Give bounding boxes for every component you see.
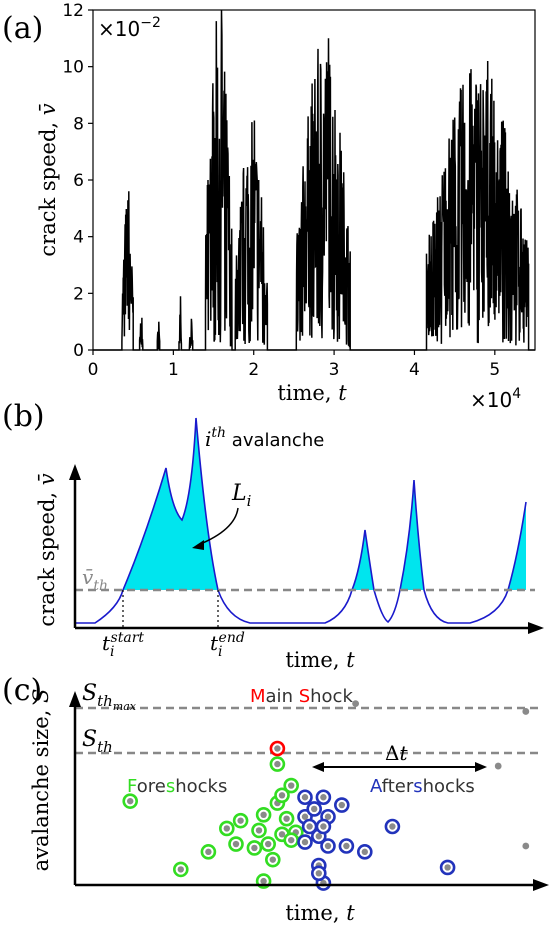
aftershock-point-core bbox=[444, 864, 451, 871]
panel-b-y-label: crack speed, v̄ bbox=[35, 473, 59, 626]
foreshock-point-core bbox=[260, 811, 267, 818]
threshold-label: v̄th bbox=[82, 565, 108, 594]
delta-t-arrow-right bbox=[475, 762, 487, 772]
panel-c-points bbox=[122, 700, 530, 891]
panel-a-y-multiplier: ×10−2 bbox=[98, 15, 161, 41]
panel-c-label: (c) bbox=[2, 673, 42, 708]
aftershock-point-core bbox=[324, 813, 332, 820]
foreshock-point-core bbox=[255, 827, 263, 834]
panel-b-label: (b) bbox=[2, 399, 45, 434]
s-max-label: Sthmax bbox=[82, 681, 137, 713]
panel-c-y-arrow bbox=[69, 691, 81, 707]
foreshock-point-core bbox=[269, 856, 276, 863]
aftershock-point-core bbox=[343, 842, 350, 850]
aftershock-point-core bbox=[315, 870, 322, 877]
panel-c-x-arrow bbox=[533, 879, 549, 891]
aftershock-point-core bbox=[315, 833, 322, 840]
background-point bbox=[522, 708, 530, 715]
foreshock-point-core bbox=[288, 782, 295, 789]
panel-a-x-multiplier: ×104 bbox=[470, 386, 521, 412]
aftershock-point-core bbox=[301, 813, 309, 820]
delta-t-label: Δt bbox=[385, 741, 408, 765]
y-tick-label: 4 bbox=[73, 228, 84, 248]
panel-b: (b) v̄th ith avalanche Li tistart tiend … bbox=[2, 399, 544, 672]
avalanche-label: ith avalanche bbox=[205, 425, 324, 451]
aftershock-point-core bbox=[306, 823, 313, 830]
y-tick-label: 12 bbox=[62, 1, 84, 21]
panel-a-y-ticks: 0 2 4 6 8 10 12 bbox=[62, 1, 93, 361]
foreshock-point-core bbox=[278, 831, 286, 838]
foreshock-point-core bbox=[278, 792, 286, 799]
foreshock-point-core bbox=[283, 815, 290, 822]
area-label: Li bbox=[231, 481, 252, 510]
x-tick-label: 1 bbox=[168, 360, 179, 380]
foreshock-point-core bbox=[260, 877, 267, 885]
foreshock-point-core bbox=[237, 817, 244, 824]
y-tick-label: 2 bbox=[73, 284, 84, 304]
aftershock-point-core bbox=[320, 794, 327, 801]
x-tick-label: 2 bbox=[248, 360, 259, 380]
y-tick-label: 6 bbox=[73, 171, 84, 191]
x-tick-label: 4 bbox=[409, 360, 420, 380]
aftershock-point-core bbox=[320, 823, 327, 830]
x-tick-label: 0 bbox=[88, 360, 99, 380]
delta-t-arrow-left bbox=[312, 762, 324, 772]
foreshock-point-core bbox=[288, 836, 295, 844]
aftershocks-label: Aftershocks bbox=[370, 776, 475, 797]
foreshocks-label: Foreshocks bbox=[127, 776, 227, 797]
panel-b-y-arrow bbox=[69, 464, 81, 480]
panel-b-x-label: time, t bbox=[285, 648, 355, 672]
aftershock-point-core bbox=[324, 842, 332, 850]
panel-a-y-label: crack speed, v̄ bbox=[36, 103, 60, 256]
panel-b-x-arrow bbox=[528, 622, 544, 634]
s-th-label: Sth bbox=[82, 727, 113, 756]
t-end-label: tiend bbox=[210, 630, 245, 660]
foreshock-point-core bbox=[177, 866, 184, 873]
panel-a-label: (a) bbox=[2, 11, 43, 46]
avalanche-area-main bbox=[123, 418, 218, 590]
panel-c-x-label: time, t bbox=[285, 901, 355, 925]
y-tick-label: 8 bbox=[73, 114, 84, 134]
panel-c: (c) Sthmax Sth Main Shock Foreshocks Aft… bbox=[2, 673, 549, 925]
panel-a-plot bbox=[93, 9, 535, 351]
x-tick-label: 3 bbox=[329, 360, 340, 380]
aftershock-point-core bbox=[361, 848, 368, 856]
background-point bbox=[522, 842, 530, 850]
foreshock-point-core bbox=[265, 840, 272, 848]
foreshock-point-core bbox=[127, 797, 134, 805]
t-start-label: tistart bbox=[102, 630, 144, 660]
panel-a-x-ticks: 0 1 2 3 4 5 bbox=[88, 350, 500, 380]
aftershock-point-core bbox=[311, 805, 318, 813]
panel-a-x-label: time, t bbox=[277, 381, 347, 405]
avalanche-area-4 bbox=[508, 502, 526, 590]
background-point bbox=[494, 762, 502, 770]
foreshock-point-core bbox=[232, 840, 240, 848]
foreshock-point-core bbox=[205, 848, 212, 856]
x-tick-label: 5 bbox=[489, 360, 500, 380]
crack-speed-curve bbox=[75, 417, 527, 624]
main-shock-point-core bbox=[274, 745, 281, 752]
background-point bbox=[352, 700, 359, 708]
panel-c-y-label: avalanche size, S bbox=[29, 689, 53, 872]
area-pointer-head bbox=[192, 540, 204, 550]
y-tick-label: 0 bbox=[73, 341, 84, 361]
aftershock-point-core bbox=[389, 823, 396, 830]
aftershock-point-core bbox=[338, 801, 345, 809]
foreshock-point-core bbox=[251, 844, 258, 852]
aftershock-point-core bbox=[301, 794, 309, 801]
aftershock-point-core bbox=[301, 838, 309, 846]
avalanche-area-3 bbox=[400, 480, 424, 590]
main-shock-label: Main Shock bbox=[250, 686, 353, 707]
y-tick-label: 10 bbox=[62, 58, 84, 78]
foreshock-point-core bbox=[223, 825, 230, 832]
crack-speed-series bbox=[93, 9, 535, 351]
foreshock-point-core bbox=[274, 760, 281, 768]
